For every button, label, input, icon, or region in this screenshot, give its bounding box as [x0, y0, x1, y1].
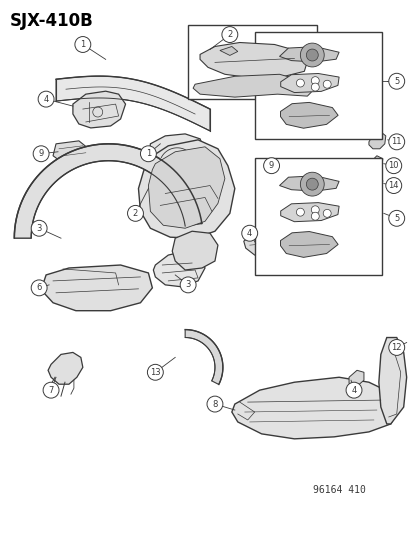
Text: 12: 12: [391, 343, 402, 352]
Text: 13: 13: [150, 368, 161, 377]
Circle shape: [75, 37, 91, 52]
Circle shape: [180, 277, 196, 293]
Text: 5: 5: [394, 77, 399, 86]
Circle shape: [323, 80, 331, 88]
Text: 9: 9: [39, 149, 44, 158]
Text: 2: 2: [227, 30, 233, 39]
Circle shape: [323, 209, 331, 217]
Circle shape: [389, 134, 405, 150]
Polygon shape: [371, 179, 383, 192]
Text: 2: 2: [133, 209, 138, 218]
Polygon shape: [349, 370, 364, 386]
Circle shape: [297, 79, 305, 87]
Polygon shape: [185, 329, 223, 384]
Circle shape: [389, 211, 405, 227]
Polygon shape: [41, 265, 152, 311]
Text: 1: 1: [80, 40, 85, 49]
Circle shape: [311, 206, 319, 214]
Circle shape: [389, 340, 405, 356]
Polygon shape: [379, 337, 407, 424]
Polygon shape: [149, 147, 225, 228]
Polygon shape: [154, 251, 205, 287]
Polygon shape: [73, 91, 126, 128]
Circle shape: [311, 77, 319, 85]
Text: 7: 7: [48, 386, 54, 394]
Text: 4: 4: [247, 229, 253, 238]
Polygon shape: [48, 352, 83, 384]
Polygon shape: [280, 47, 339, 62]
Polygon shape: [56, 76, 210, 131]
Polygon shape: [244, 228, 282, 255]
Polygon shape: [369, 132, 386, 149]
Text: 3: 3: [37, 224, 42, 233]
Circle shape: [311, 212, 319, 220]
Circle shape: [300, 172, 324, 196]
Text: 4: 4: [43, 95, 49, 103]
Text: 4: 4: [352, 386, 357, 394]
Polygon shape: [139, 140, 235, 238]
Circle shape: [311, 83, 319, 91]
Polygon shape: [281, 74, 339, 93]
Text: 3: 3: [186, 280, 191, 289]
Circle shape: [346, 382, 362, 398]
Circle shape: [147, 365, 163, 380]
Circle shape: [38, 91, 54, 107]
Circle shape: [386, 177, 402, 193]
Polygon shape: [369, 156, 383, 171]
Circle shape: [33, 146, 49, 161]
Circle shape: [31, 220, 47, 236]
Polygon shape: [149, 134, 205, 175]
Circle shape: [31, 280, 47, 296]
Polygon shape: [200, 43, 307, 78]
Polygon shape: [172, 231, 218, 270]
FancyBboxPatch shape: [188, 25, 317, 99]
Text: 14: 14: [389, 181, 399, 190]
Polygon shape: [280, 102, 338, 128]
Text: 1: 1: [146, 149, 151, 158]
Circle shape: [222, 27, 238, 43]
Circle shape: [141, 146, 156, 161]
Circle shape: [297, 208, 305, 216]
Polygon shape: [281, 203, 339, 222]
Circle shape: [306, 178, 318, 190]
Polygon shape: [14, 144, 202, 238]
Polygon shape: [232, 377, 399, 439]
Circle shape: [264, 158, 280, 174]
Circle shape: [43, 382, 59, 398]
Circle shape: [389, 74, 405, 89]
Text: 96164 410: 96164 410: [313, 484, 366, 495]
Polygon shape: [193, 74, 311, 97]
Text: 11: 11: [391, 138, 402, 147]
Polygon shape: [270, 159, 282, 175]
Text: 8: 8: [212, 400, 218, 409]
Circle shape: [242, 225, 258, 241]
Text: 9: 9: [269, 161, 274, 170]
Text: 10: 10: [389, 161, 399, 170]
Circle shape: [207, 396, 223, 412]
Polygon shape: [53, 141, 89, 161]
Polygon shape: [280, 176, 339, 191]
Polygon shape: [220, 46, 238, 55]
Text: SJX-410B: SJX-410B: [9, 12, 93, 30]
Circle shape: [300, 43, 324, 67]
Polygon shape: [280, 231, 338, 257]
Circle shape: [386, 158, 402, 174]
FancyBboxPatch shape: [255, 158, 382, 275]
Text: 5: 5: [394, 214, 399, 223]
Circle shape: [306, 49, 318, 61]
FancyBboxPatch shape: [255, 31, 382, 139]
Text: 6: 6: [37, 284, 42, 293]
Circle shape: [128, 205, 144, 221]
